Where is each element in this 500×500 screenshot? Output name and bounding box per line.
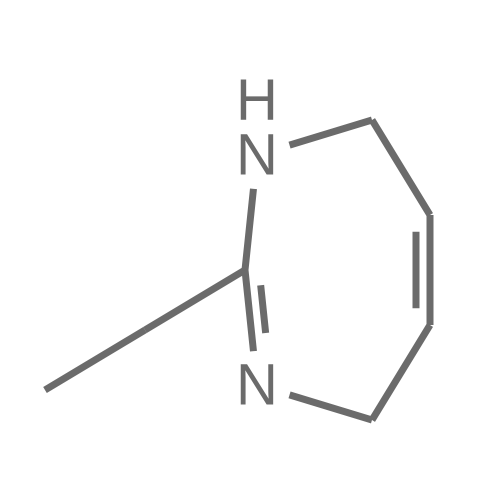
atom-label: N [236, 353, 278, 418]
atom-h-label: H [236, 67, 278, 132]
molecule-diagram: NHN [0, 0, 500, 500]
